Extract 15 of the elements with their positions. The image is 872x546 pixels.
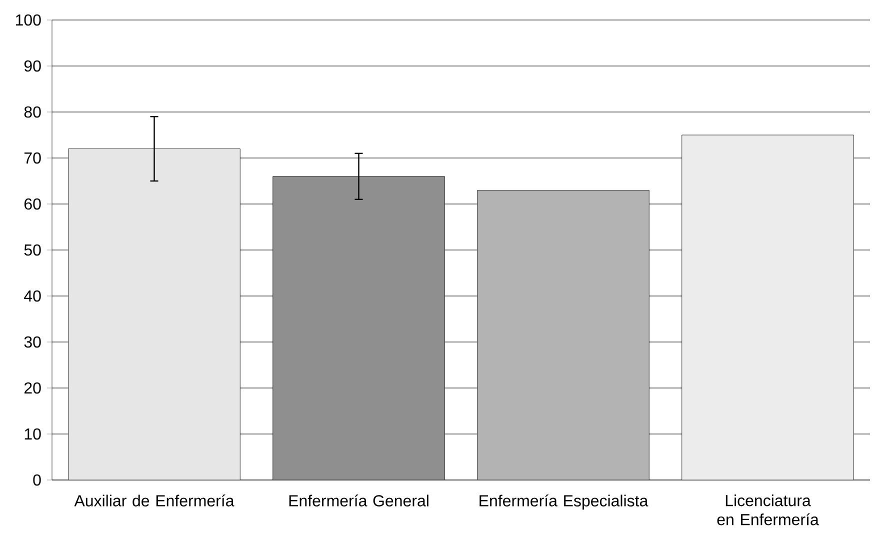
y-tick-label: 40 [24, 290, 41, 302]
y-tick-label: 100 [16, 14, 41, 26]
x-tick-label: Auxiliar de Enfermería [74, 494, 234, 506]
y-tick-label: 10 [24, 428, 41, 440]
y-tick-label: 20 [24, 382, 41, 394]
x-tick-label: Enfermería General [289, 494, 428, 506]
y-tick-label: 30 [24, 336, 41, 348]
y-tick-label: 60 [24, 198, 41, 210]
x-tick-label: Enfermería Especialista [480, 494, 648, 510]
y-tick-label: 0 [33, 474, 41, 486]
y-tick-label: 80 [24, 106, 41, 118]
y-tick-label: 70 [24, 152, 41, 164]
x-tick-label: Licenciatura en Enfermería [717, 494, 819, 526]
y-tick-label: 50 [24, 244, 41, 256]
y-tick-label: 90 [24, 60, 41, 72]
